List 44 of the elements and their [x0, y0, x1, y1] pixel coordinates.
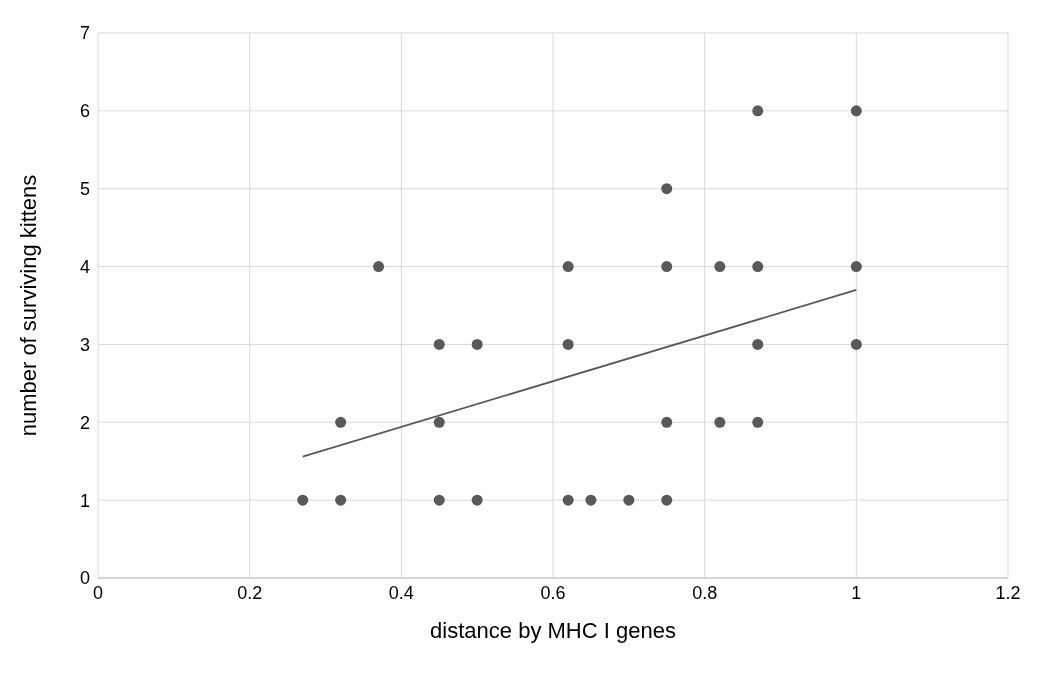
point — [623, 494, 635, 506]
point — [471, 494, 483, 506]
point — [752, 105, 764, 117]
point — [335, 494, 347, 506]
point — [661, 494, 673, 506]
point — [433, 416, 445, 428]
y-tick-label: 4 — [79, 256, 90, 277]
x-tick-label: 0.6 — [540, 582, 566, 603]
point — [661, 183, 673, 195]
point — [714, 416, 726, 428]
point — [433, 494, 445, 506]
point — [752, 416, 764, 428]
point — [297, 494, 309, 506]
point — [661, 261, 673, 273]
point — [562, 261, 574, 273]
y-tick-label: 2 — [79, 412, 90, 433]
point — [373, 261, 385, 273]
point — [850, 105, 862, 117]
point — [433, 338, 445, 350]
point — [562, 338, 574, 350]
point — [714, 261, 726, 273]
point — [850, 338, 862, 350]
point — [585, 494, 597, 506]
point — [752, 261, 764, 273]
point — [562, 494, 574, 506]
point — [850, 261, 862, 273]
y-tick-label: 1 — [79, 490, 90, 511]
x-tick-label: 1 — [851, 582, 862, 603]
x-tick-label: 0.4 — [388, 582, 414, 603]
x-tick-label: 0 — [92, 582, 104, 603]
point — [661, 416, 673, 428]
y-tick-label: 6 — [79, 101, 90, 122]
x-axis-title: distance by MHC I genes — [430, 618, 676, 643]
point — [471, 338, 483, 350]
y-tick-label: 7 — [79, 23, 90, 44]
x-tick-label: 0.2 — [237, 582, 263, 603]
y-tick-label: 5 — [79, 179, 90, 200]
y-axis-title: number of surviving kittens — [15, 174, 41, 437]
y-tick-label: 3 — [79, 334, 90, 355]
point — [335, 416, 347, 428]
x-tick-label: 1.2 — [995, 582, 1021, 603]
y-tick-label: 0 — [79, 568, 90, 589]
x-tick-label: 0.8 — [692, 582, 718, 603]
point — [752, 338, 764, 350]
